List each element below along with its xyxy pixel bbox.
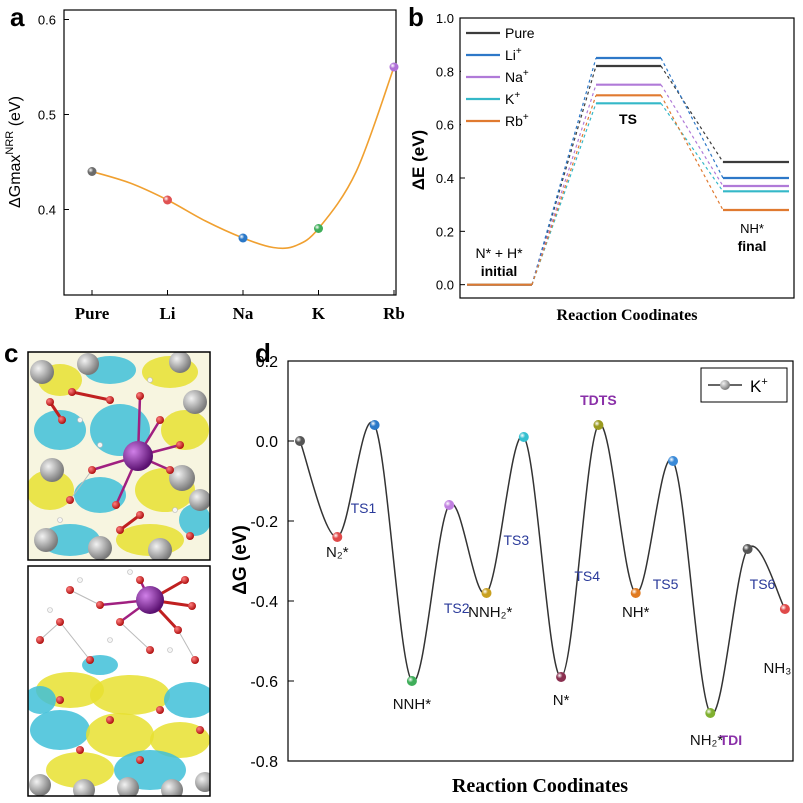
d-label-ts: TS6 bbox=[750, 576, 776, 592]
panel-c-bottom-snapshot bbox=[28, 566, 210, 796]
d-label-ts: TS5 bbox=[653, 576, 679, 592]
panel-d-energy-profile bbox=[299, 421, 786, 715]
panel-d-xlabel: Reaction Coodinates bbox=[452, 775, 628, 797]
panel-b-chart: 0.0 0.2 0.4 0.6 0.8 1.0 Pure Li+ Na+ K+ Rb+ ΔE (e… bbox=[409, 11, 795, 324]
b-legend-label: Li+ bbox=[505, 46, 522, 63]
d-label-ts: TS1 bbox=[351, 500, 377, 516]
b-ytick-label: 1.0 bbox=[436, 11, 454, 26]
a-point-li bbox=[163, 195, 172, 205]
d-label-highlight: TDTS bbox=[580, 392, 617, 408]
legend-k-label: K+ bbox=[750, 376, 768, 396]
annotation-final-top: NH* bbox=[740, 221, 764, 236]
a-ytick-label: 0.6 bbox=[38, 13, 56, 28]
d-point bbox=[332, 532, 343, 542]
d-label-state: NH* bbox=[622, 604, 650, 621]
a-xtick-label: Na bbox=[233, 304, 254, 323]
panel-a-fit-curve bbox=[91, 66, 395, 250]
panel-label-a: a bbox=[10, 2, 25, 32]
b-ytick-label: 0.6 bbox=[436, 118, 454, 133]
d-point bbox=[295, 436, 305, 446]
d-label-ts: TS4 bbox=[574, 568, 600, 584]
d-point bbox=[518, 432, 529, 442]
panel-a-ylabel: ΔGmaxNRR (eV) bbox=[4, 96, 24, 208]
panel-c-bottom-frame bbox=[27, 565, 211, 797]
d-point bbox=[481, 588, 492, 598]
a-xtick-label: Rb bbox=[383, 304, 405, 323]
d-point bbox=[630, 588, 641, 598]
d-label-state: NNH* bbox=[393, 696, 431, 713]
d-point bbox=[779, 604, 790, 614]
d-ytick-label: -0.8 bbox=[250, 754, 278, 771]
d-ytick-label: -0.2 bbox=[250, 514, 278, 531]
b-legend-label: Rb+ bbox=[505, 112, 529, 129]
b-legend-label: Pure bbox=[505, 25, 535, 41]
panel-a-frame bbox=[63, 9, 397, 296]
d-point bbox=[742, 544, 753, 554]
d-point bbox=[705, 708, 716, 718]
annotation-final-bottom: final bbox=[738, 238, 767, 254]
d-label-ts: TS3 bbox=[503, 532, 529, 548]
a-ytick-label: 0.4 bbox=[38, 203, 56, 218]
a-xtick-label: Li bbox=[159, 304, 175, 323]
annotation-ts: TS bbox=[619, 111, 637, 127]
a-xtick-label: K bbox=[312, 304, 326, 323]
panel-c-structure-images bbox=[27, 351, 211, 797]
b-series-rb bbox=[467, 94, 789, 286]
b-legend-label: K+ bbox=[505, 90, 520, 107]
d-ytick-label: -0.4 bbox=[250, 594, 278, 611]
a-point-k bbox=[314, 224, 323, 233]
panel-c-top-snapshot bbox=[28, 352, 210, 560]
panel-c-top-frame bbox=[27, 351, 211, 561]
b-ytick-label: 0.0 bbox=[436, 278, 454, 293]
d-label-state: NNH₂* bbox=[468, 604, 512, 621]
d-point bbox=[369, 420, 380, 430]
d-point bbox=[556, 672, 567, 682]
d-label-state: N₂* bbox=[326, 544, 349, 561]
d-label-state: N* bbox=[553, 692, 570, 709]
panel-d-ylabel: ΔG (eV) bbox=[230, 525, 251, 595]
b-ytick-label: 0.2 bbox=[436, 224, 454, 239]
panel-b-frame bbox=[459, 17, 795, 299]
d-point bbox=[668, 456, 678, 466]
panel-d-legend: K+ bbox=[700, 367, 788, 403]
d-ytick-label: 0.0 bbox=[256, 434, 278, 451]
d-point bbox=[593, 420, 604, 430]
annotation-initial-top: N* + H* bbox=[475, 245, 523, 261]
panel-b-ylabel: ΔE (eV) bbox=[409, 130, 428, 190]
a-point-pure bbox=[87, 167, 97, 176]
d-label-state: NH₂* bbox=[690, 732, 723, 749]
d-ytick-label: 0.2 bbox=[256, 354, 278, 371]
panel-b-xlabel: Reaction Coodinates bbox=[557, 307, 698, 324]
panel-label-c: c bbox=[4, 338, 18, 368]
panel-label-d: d bbox=[255, 338, 271, 368]
a-xtick-label: Pure bbox=[75, 304, 110, 323]
d-label-highlight: TDI bbox=[720, 732, 743, 748]
d-point bbox=[444, 500, 455, 510]
d-label-state: NH₃ bbox=[764, 660, 792, 677]
a-ytick-label: 0.5 bbox=[38, 108, 56, 123]
b-ytick-label: 0.8 bbox=[436, 64, 454, 79]
d-point bbox=[406, 676, 417, 686]
a-point-na bbox=[238, 233, 248, 243]
panel-a-chart: 0.4 0.5 0.6 Pure Li Na K Rb ΔGmaxNRR (eV) bbox=[4, 9, 405, 323]
d-ytick-label: -0.6 bbox=[250, 674, 278, 691]
panel-d-frame bbox=[287, 360, 794, 762]
b-ytick-label: 0.4 bbox=[436, 171, 454, 186]
panel-d-chart: 0.2 0.0 -0.2 -0.4 -0.6 -0.8 N₂* TS1 NNH* TS2NNH₂… bbox=[230, 354, 794, 797]
panel-label-b: b bbox=[408, 2, 424, 32]
annotation-initial-bottom: initial bbox=[481, 263, 518, 279]
d-label-ts: TS2 bbox=[444, 600, 470, 616]
b-legend-label: Na+ bbox=[505, 68, 529, 85]
a-point-rb bbox=[389, 62, 399, 72]
